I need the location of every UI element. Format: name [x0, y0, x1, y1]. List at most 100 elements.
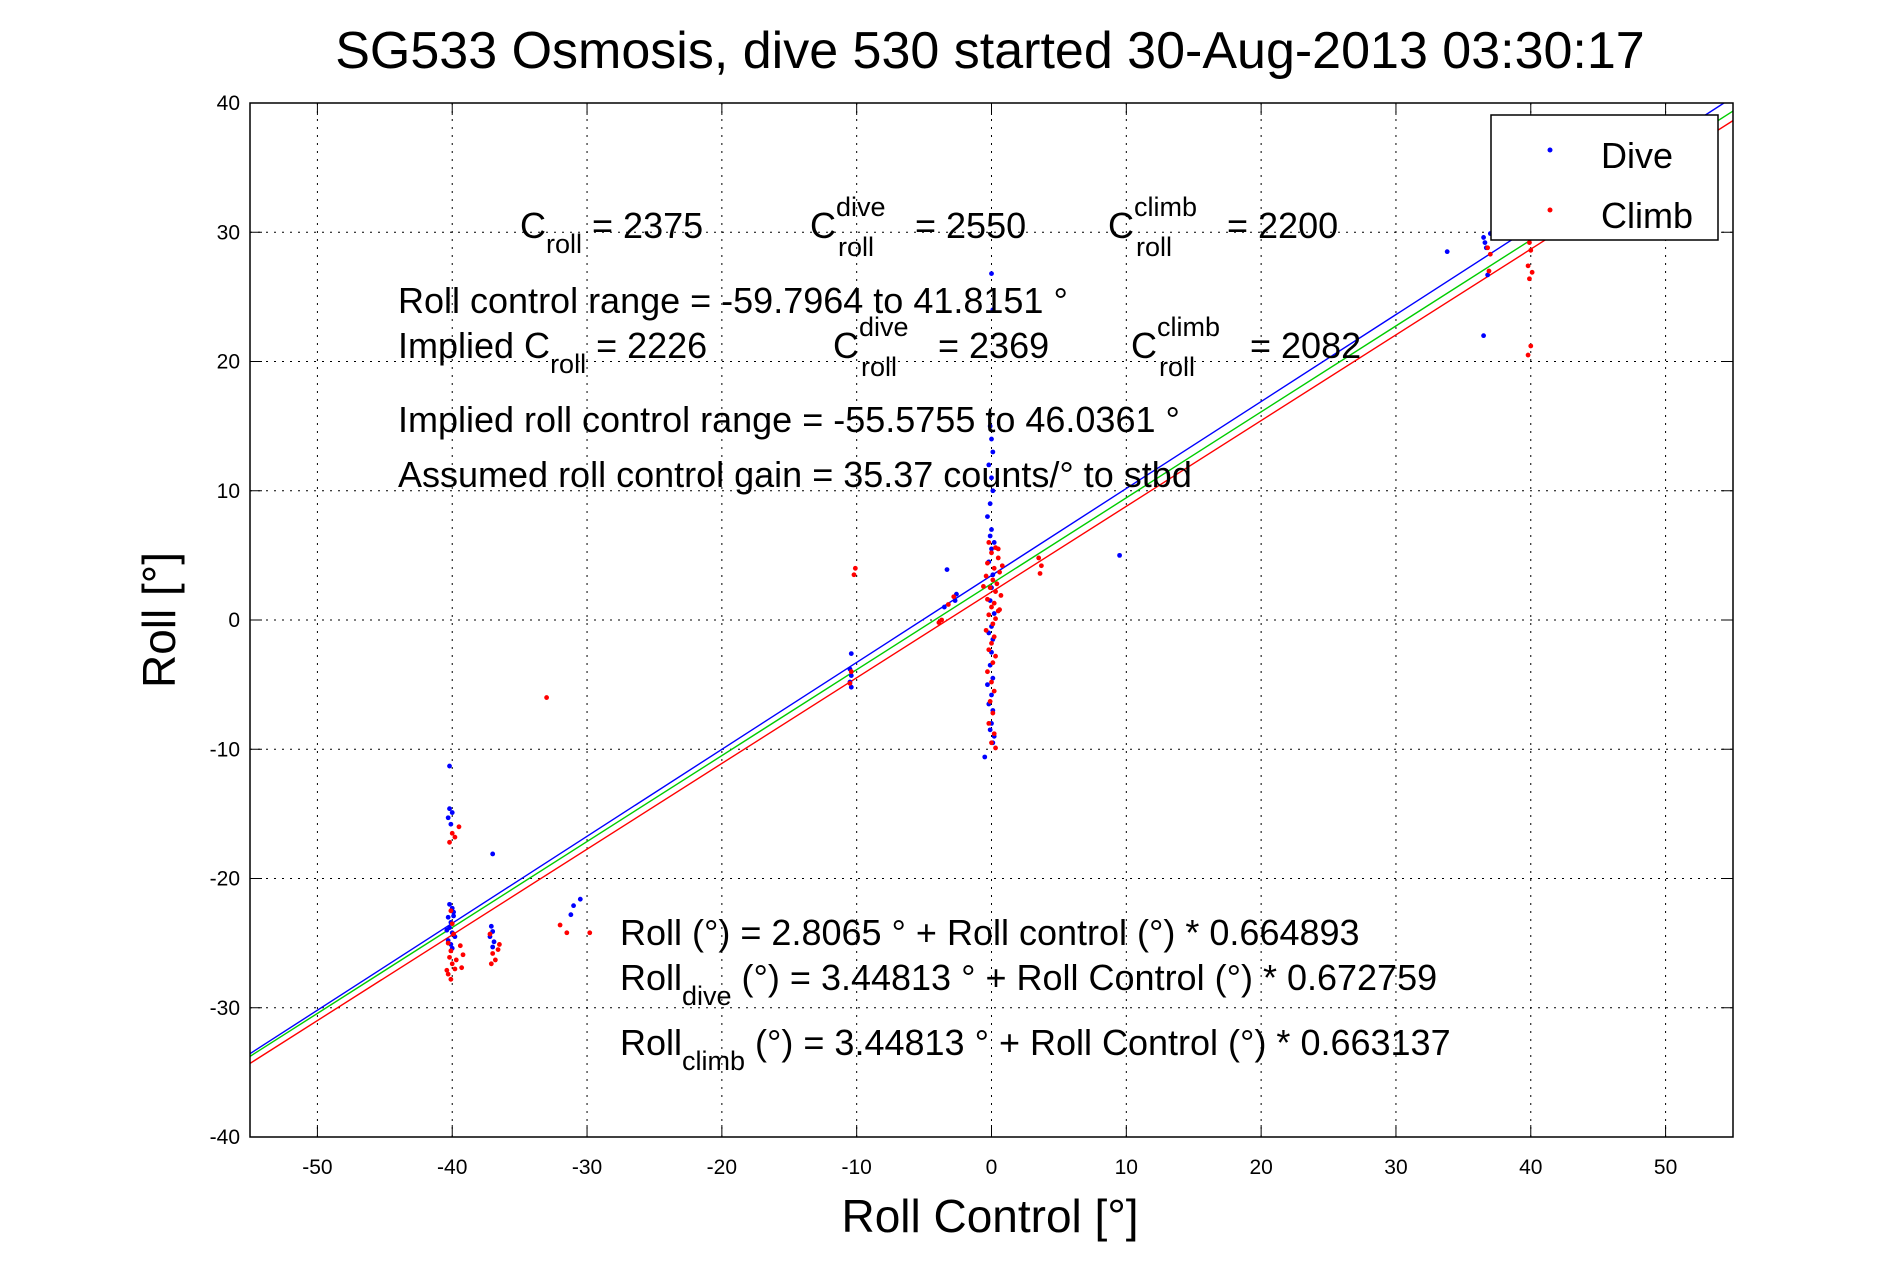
climb-point	[991, 634, 997, 640]
climb-point	[453, 957, 459, 963]
climb-point	[495, 947, 501, 952]
climb-point	[445, 971, 451, 977]
climb-point	[490, 951, 496, 956]
dive-point	[989, 436, 994, 442]
climb-point	[459, 965, 465, 971]
dive-point	[985, 514, 990, 519]
climb-point	[852, 565, 858, 571]
climb-point	[986, 540, 992, 545]
dive-point	[952, 598, 958, 604]
dive-point	[987, 533, 993, 539]
climb-point	[987, 585, 993, 591]
climb-point	[449, 830, 455, 836]
dive-point	[1481, 235, 1486, 240]
climb-point	[991, 731, 997, 737]
climb-point	[987, 699, 993, 704]
dive-point	[982, 754, 988, 760]
climb-point	[990, 660, 996, 666]
dive-point	[941, 604, 947, 610]
x-tick-label: -20	[707, 1156, 737, 1179]
dive-point	[444, 927, 450, 933]
climb-point	[492, 957, 498, 963]
dive-point	[448, 821, 454, 827]
x-tick-label: -30	[572, 1156, 602, 1179]
climb-point	[993, 653, 998, 659]
dive-point	[986, 462, 992, 468]
climb-point	[452, 966, 458, 972]
climb-point	[451, 931, 456, 937]
y-axis-label: Roll [°]	[133, 552, 185, 688]
fit-line-all	[249, 110, 1734, 1057]
climb-point	[995, 546, 1001, 552]
climb-point	[449, 961, 455, 967]
legend: Dive Climb	[1490, 114, 1719, 241]
dive-point	[445, 914, 451, 920]
y-tick-label: 0	[228, 609, 240, 632]
x-tick-label: -50	[302, 1156, 332, 1179]
dive-point	[490, 851, 496, 857]
climb-point	[448, 908, 454, 914]
dive-point	[1482, 240, 1488, 245]
climb-point	[997, 569, 1002, 575]
legend-box	[1490, 114, 1719, 241]
climb-point	[1527, 276, 1532, 282]
x-tick-label: 30	[1384, 1156, 1407, 1179]
dive-point	[990, 307, 996, 313]
annotation-fit-dive: Rolldive (°) = 3.44813 ° + Roll Control …	[620, 957, 1437, 1011]
dive-point	[577, 896, 583, 902]
dive-point	[989, 527, 994, 532]
legend-dive-label: Dive	[1601, 135, 1673, 176]
annotations: Croll = 2375 Cdive roll = 2550 Cclimb roll…	[398, 192, 1451, 1076]
climb-point	[1525, 263, 1531, 269]
annotation-gain: Assumed roll control gain = 35.37 counts…	[398, 454, 1192, 495]
dive-point	[989, 475, 994, 481]
annotation-implied-c-roll-dive: Cdive roll = 2369	[833, 312, 1049, 382]
dive-point	[1481, 333, 1486, 339]
climb-point	[990, 577, 996, 583]
climb-point	[487, 931, 493, 937]
y-tick-label: 10	[217, 480, 240, 503]
x-axis-label: Roll Control [°]	[841, 1190, 1138, 1242]
climb-point	[447, 839, 452, 845]
climb-point	[544, 695, 549, 700]
y-tick-label: 20	[217, 351, 240, 374]
dive-point	[445, 815, 451, 821]
dive-point	[944, 567, 950, 572]
fit-lines	[249, 102, 1734, 1065]
climb-point	[448, 976, 454, 982]
dive-point	[987, 423, 993, 429]
y-tick-label: 40	[217, 92, 240, 115]
climb-point	[1485, 245, 1491, 251]
dive-point	[991, 540, 997, 545]
dive-point	[488, 923, 494, 929]
legend-climb-label: Climb	[1601, 195, 1693, 236]
y-tick-label: -30	[210, 997, 240, 1020]
x-tick-label: 10	[1115, 1156, 1138, 1179]
climb-point	[557, 922, 563, 928]
climb-point	[989, 550, 994, 556]
annotation-c-roll-dive: Cdive roll = 2550	[810, 192, 1026, 262]
climb-point	[1486, 268, 1492, 274]
legend-dive-marker	[1547, 147, 1553, 153]
climb-point	[989, 740, 994, 746]
climb-point	[990, 710, 996, 716]
annotation-roll-control-range: Roll control range = -59.7964 to 41.8151…	[398, 280, 1068, 321]
x-tick-label: -10	[842, 1156, 872, 1179]
climb-point	[488, 961, 494, 967]
axis-ticks: -50 -40 -30 -20 -10 0 10 20 30 40 50 -40 -30 -20 -10 0 1…	[210, 92, 1733, 1179]
data-points	[444, 231, 1535, 982]
climb-point	[1038, 563, 1044, 569]
dive-point	[848, 673, 854, 678]
climb-point	[999, 563, 1005, 569]
climb-point	[564, 930, 570, 936]
climb-point	[985, 596, 990, 602]
climb-point	[1527, 240, 1532, 245]
annotation-implied-range: Implied roll control range = -55.5755 to…	[398, 399, 1180, 440]
climb-point	[497, 942, 502, 947]
climb-point	[945, 602, 951, 607]
climb-point	[851, 572, 857, 578]
legend-climb-marker	[1547, 207, 1553, 213]
dive-point	[848, 651, 854, 657]
dive-point	[491, 939, 497, 945]
